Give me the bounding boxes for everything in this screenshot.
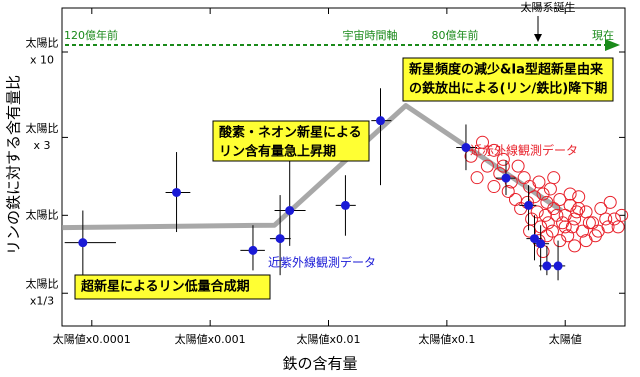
red-point <box>536 187 550 201</box>
red-point <box>541 216 555 230</box>
blue-point <box>461 143 471 153</box>
red-point <box>615 208 629 222</box>
blue-point <box>501 173 511 183</box>
red-point <box>553 234 567 248</box>
blue-point <box>376 116 386 126</box>
y-tick-label: 太陽比 x1/3 <box>26 278 59 308</box>
red-point <box>579 205 593 219</box>
event-label: 太陽系誕生 <box>521 0 576 14</box>
y-tick-label-line: 太陽比 <box>26 278 59 291</box>
x-tick-label: 太陽値 <box>549 333 582 346</box>
annotation-box <box>402 57 614 102</box>
y-tick-label-line: 太陽比 <box>26 37 59 50</box>
red-point <box>611 220 625 234</box>
timeline-label: 現在 <box>592 29 614 42</box>
timeline-arrowhead <box>605 39 620 51</box>
red-point <box>496 159 510 173</box>
blue-point <box>340 200 350 210</box>
red-point <box>508 192 522 206</box>
blue-point <box>529 234 539 244</box>
red-point <box>591 224 605 238</box>
event-arrowhead <box>534 34 542 42</box>
y-axis-label: リンの鉄に対する含有量比 <box>5 75 23 255</box>
annotation-text: 新星頻度の減少&Ia型超新星由来 <box>409 62 604 78</box>
red-point <box>530 205 544 219</box>
red-point <box>487 143 501 157</box>
blue-point <box>542 261 552 271</box>
red-point <box>464 149 478 163</box>
red-point <box>496 152 510 166</box>
y-tick-label: 太陽比 <box>26 208 59 221</box>
red-point <box>532 175 546 189</box>
annotation-text: 酸素・ネオン新星による <box>219 125 362 141</box>
red-point <box>568 239 582 253</box>
red-point <box>599 212 613 226</box>
y-tick-label: 太陽比 x 10 <box>26 37 59 67</box>
blue-point <box>78 238 88 248</box>
blue-point <box>275 234 285 244</box>
red-point <box>550 208 564 222</box>
annotation-text: リン含有量急上昇期 <box>219 144 336 160</box>
red-point <box>475 135 489 149</box>
red-point <box>538 208 552 222</box>
red-point <box>579 234 593 248</box>
red-point <box>470 171 484 185</box>
blue-point <box>524 200 534 210</box>
red-point <box>594 202 608 216</box>
blue-point <box>248 245 258 255</box>
y-tick-label-line: 太陽比 <box>26 122 59 135</box>
red-point <box>517 171 531 185</box>
red-point <box>561 229 575 243</box>
y-tick-label-line: x 10 <box>30 54 54 67</box>
red-point <box>553 192 567 206</box>
red-point <box>607 212 621 226</box>
red-point <box>570 205 584 219</box>
red-point <box>480 159 494 173</box>
series-label: 近赤外線観測データ <box>470 143 578 158</box>
red-point <box>547 202 561 216</box>
annotation-box <box>212 120 370 162</box>
red-point <box>501 184 515 198</box>
timeline-label: 120億年前 <box>64 28 118 42</box>
blue-point <box>553 261 563 271</box>
blue-point <box>172 187 182 197</box>
red-point <box>588 229 602 243</box>
series-label: 近紫外線観測データ <box>268 255 376 270</box>
annotation-box <box>74 274 271 300</box>
red-point <box>603 195 617 209</box>
red-point <box>572 202 586 216</box>
red-point <box>572 190 586 204</box>
y-tick-label-line: x1/3 <box>30 295 54 308</box>
x-tick-label: 太陽値x0.0001 <box>53 333 131 346</box>
y-tick-label-line: x 3 <box>33 139 50 152</box>
red-point <box>523 224 537 238</box>
plot-frame <box>61 7 626 327</box>
annotation-text: 超新星によるリン低量合成期 <box>81 279 250 295</box>
red-point <box>558 220 572 234</box>
red-point <box>576 224 590 238</box>
x-tick-label: 太陽値x0.001 <box>175 333 246 346</box>
red-point <box>563 187 577 201</box>
red-point <box>487 180 501 194</box>
blue-point <box>285 206 295 216</box>
blue-point <box>536 239 546 249</box>
red-point <box>585 216 599 230</box>
y-tick-label: 太陽比 x 3 <box>26 122 59 152</box>
y-tick-label-line: 太陽比 <box>26 208 59 221</box>
x-tick-label: 太陽値x0.1 <box>418 333 475 346</box>
red-point <box>547 171 561 185</box>
timeline-label: 宇宙時間軸 <box>343 28 398 42</box>
trend-line <box>61 103 563 231</box>
red-point <box>511 159 525 173</box>
x-axis-label: 鉄の含有量 <box>282 355 357 373</box>
x-tick-label: 太陽値x0.01 <box>297 333 361 346</box>
red-point <box>582 216 596 230</box>
annotation-text: の鉄放出による(リン/鉄比)降下期 <box>409 81 607 97</box>
timeline-label: 80億年前 <box>432 28 479 42</box>
